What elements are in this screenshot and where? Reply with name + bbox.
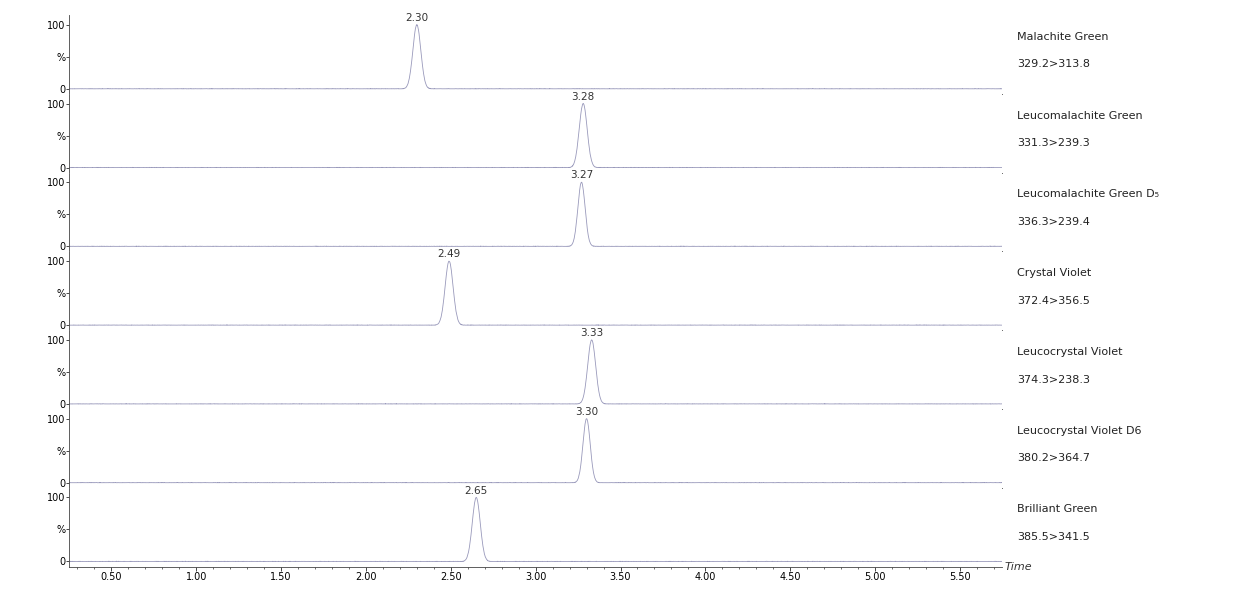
- Text: Leucomalachite Green: Leucomalachite Green: [1017, 110, 1143, 121]
- Text: 2.65: 2.65: [465, 485, 487, 496]
- Text: 329.2>313.8: 329.2>313.8: [1017, 59, 1090, 70]
- Text: 374.3>238.3: 374.3>238.3: [1017, 375, 1090, 385]
- Text: 3.30: 3.30: [575, 407, 598, 417]
- Text: 331.3>239.3: 331.3>239.3: [1017, 138, 1090, 148]
- Text: 2.49: 2.49: [437, 249, 461, 259]
- Text: Leucocrystal Violet: Leucocrystal Violet: [1017, 347, 1123, 357]
- Text: Malachite Green: Malachite Green: [1017, 32, 1109, 42]
- Text: Crystal Violet: Crystal Violet: [1017, 268, 1091, 278]
- Text: 380.2>364.7: 380.2>364.7: [1017, 453, 1090, 464]
- Text: 2.30: 2.30: [405, 13, 429, 23]
- Text: 3.33: 3.33: [580, 328, 603, 338]
- Text: 336.3>239.4: 336.3>239.4: [1017, 217, 1090, 227]
- Text: 372.4>356.5: 372.4>356.5: [1017, 296, 1090, 306]
- Text: Leucocrystal Violet D6: Leucocrystal Violet D6: [1017, 425, 1141, 436]
- Text: Leucomalachite Green D₅: Leucomalachite Green D₅: [1017, 189, 1159, 199]
- Text: Time: Time: [1005, 562, 1032, 572]
- Text: Brilliant Green: Brilliant Green: [1017, 504, 1098, 514]
- Text: 3.27: 3.27: [570, 170, 593, 181]
- Text: 3.28: 3.28: [571, 92, 595, 102]
- Text: 385.5>341.5: 385.5>341.5: [1017, 532, 1090, 542]
